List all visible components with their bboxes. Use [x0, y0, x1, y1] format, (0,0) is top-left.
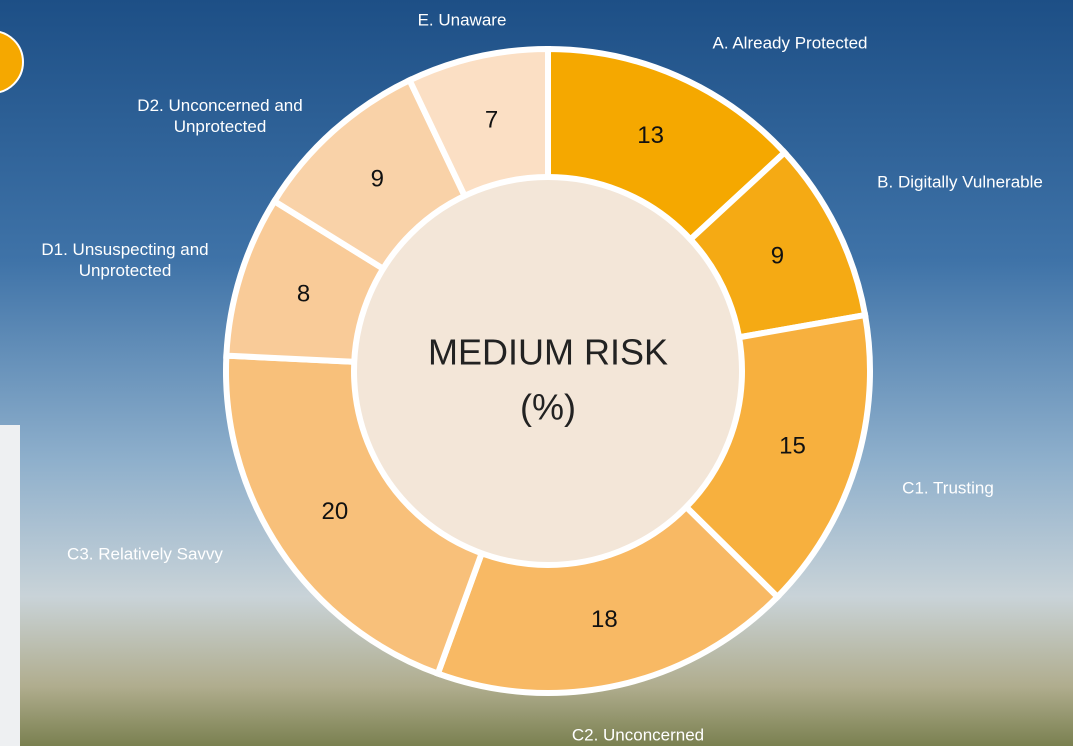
value-label: 20: [322, 498, 349, 525]
value-label: 9: [771, 243, 784, 270]
segment-label: D1. Unsuspecting and Unprotected: [20, 239, 230, 282]
page: MEDIUM RISK (%) 13 9 15 18 20 8 9 7 A. Already …: [0, 0, 1073, 746]
value-label: 13: [637, 122, 664, 149]
segment-label: C1. Trusting: [843, 477, 1053, 498]
segment-label: B. Digitally Vulnerable: [855, 171, 1065, 192]
segment-label: C3. Relatively Savvy: [40, 543, 250, 564]
value-label: 7: [485, 107, 498, 134]
segment-label: E. Unaware: [357, 9, 567, 30]
chart-title: MEDIUM RISK: [428, 332, 668, 373]
segment-label: A. Already Protected: [685, 32, 895, 53]
segment-label: D2. Unconcerned and Unprotected: [115, 95, 325, 138]
chart-subtitle: (%): [520, 387, 576, 428]
value-label: 18: [591, 606, 618, 633]
value-label: 15: [779, 432, 806, 459]
value-label: 8: [297, 280, 310, 307]
value-label: 9: [371, 166, 384, 193]
segment-label: C2. Unconcerned: [533, 724, 743, 745]
